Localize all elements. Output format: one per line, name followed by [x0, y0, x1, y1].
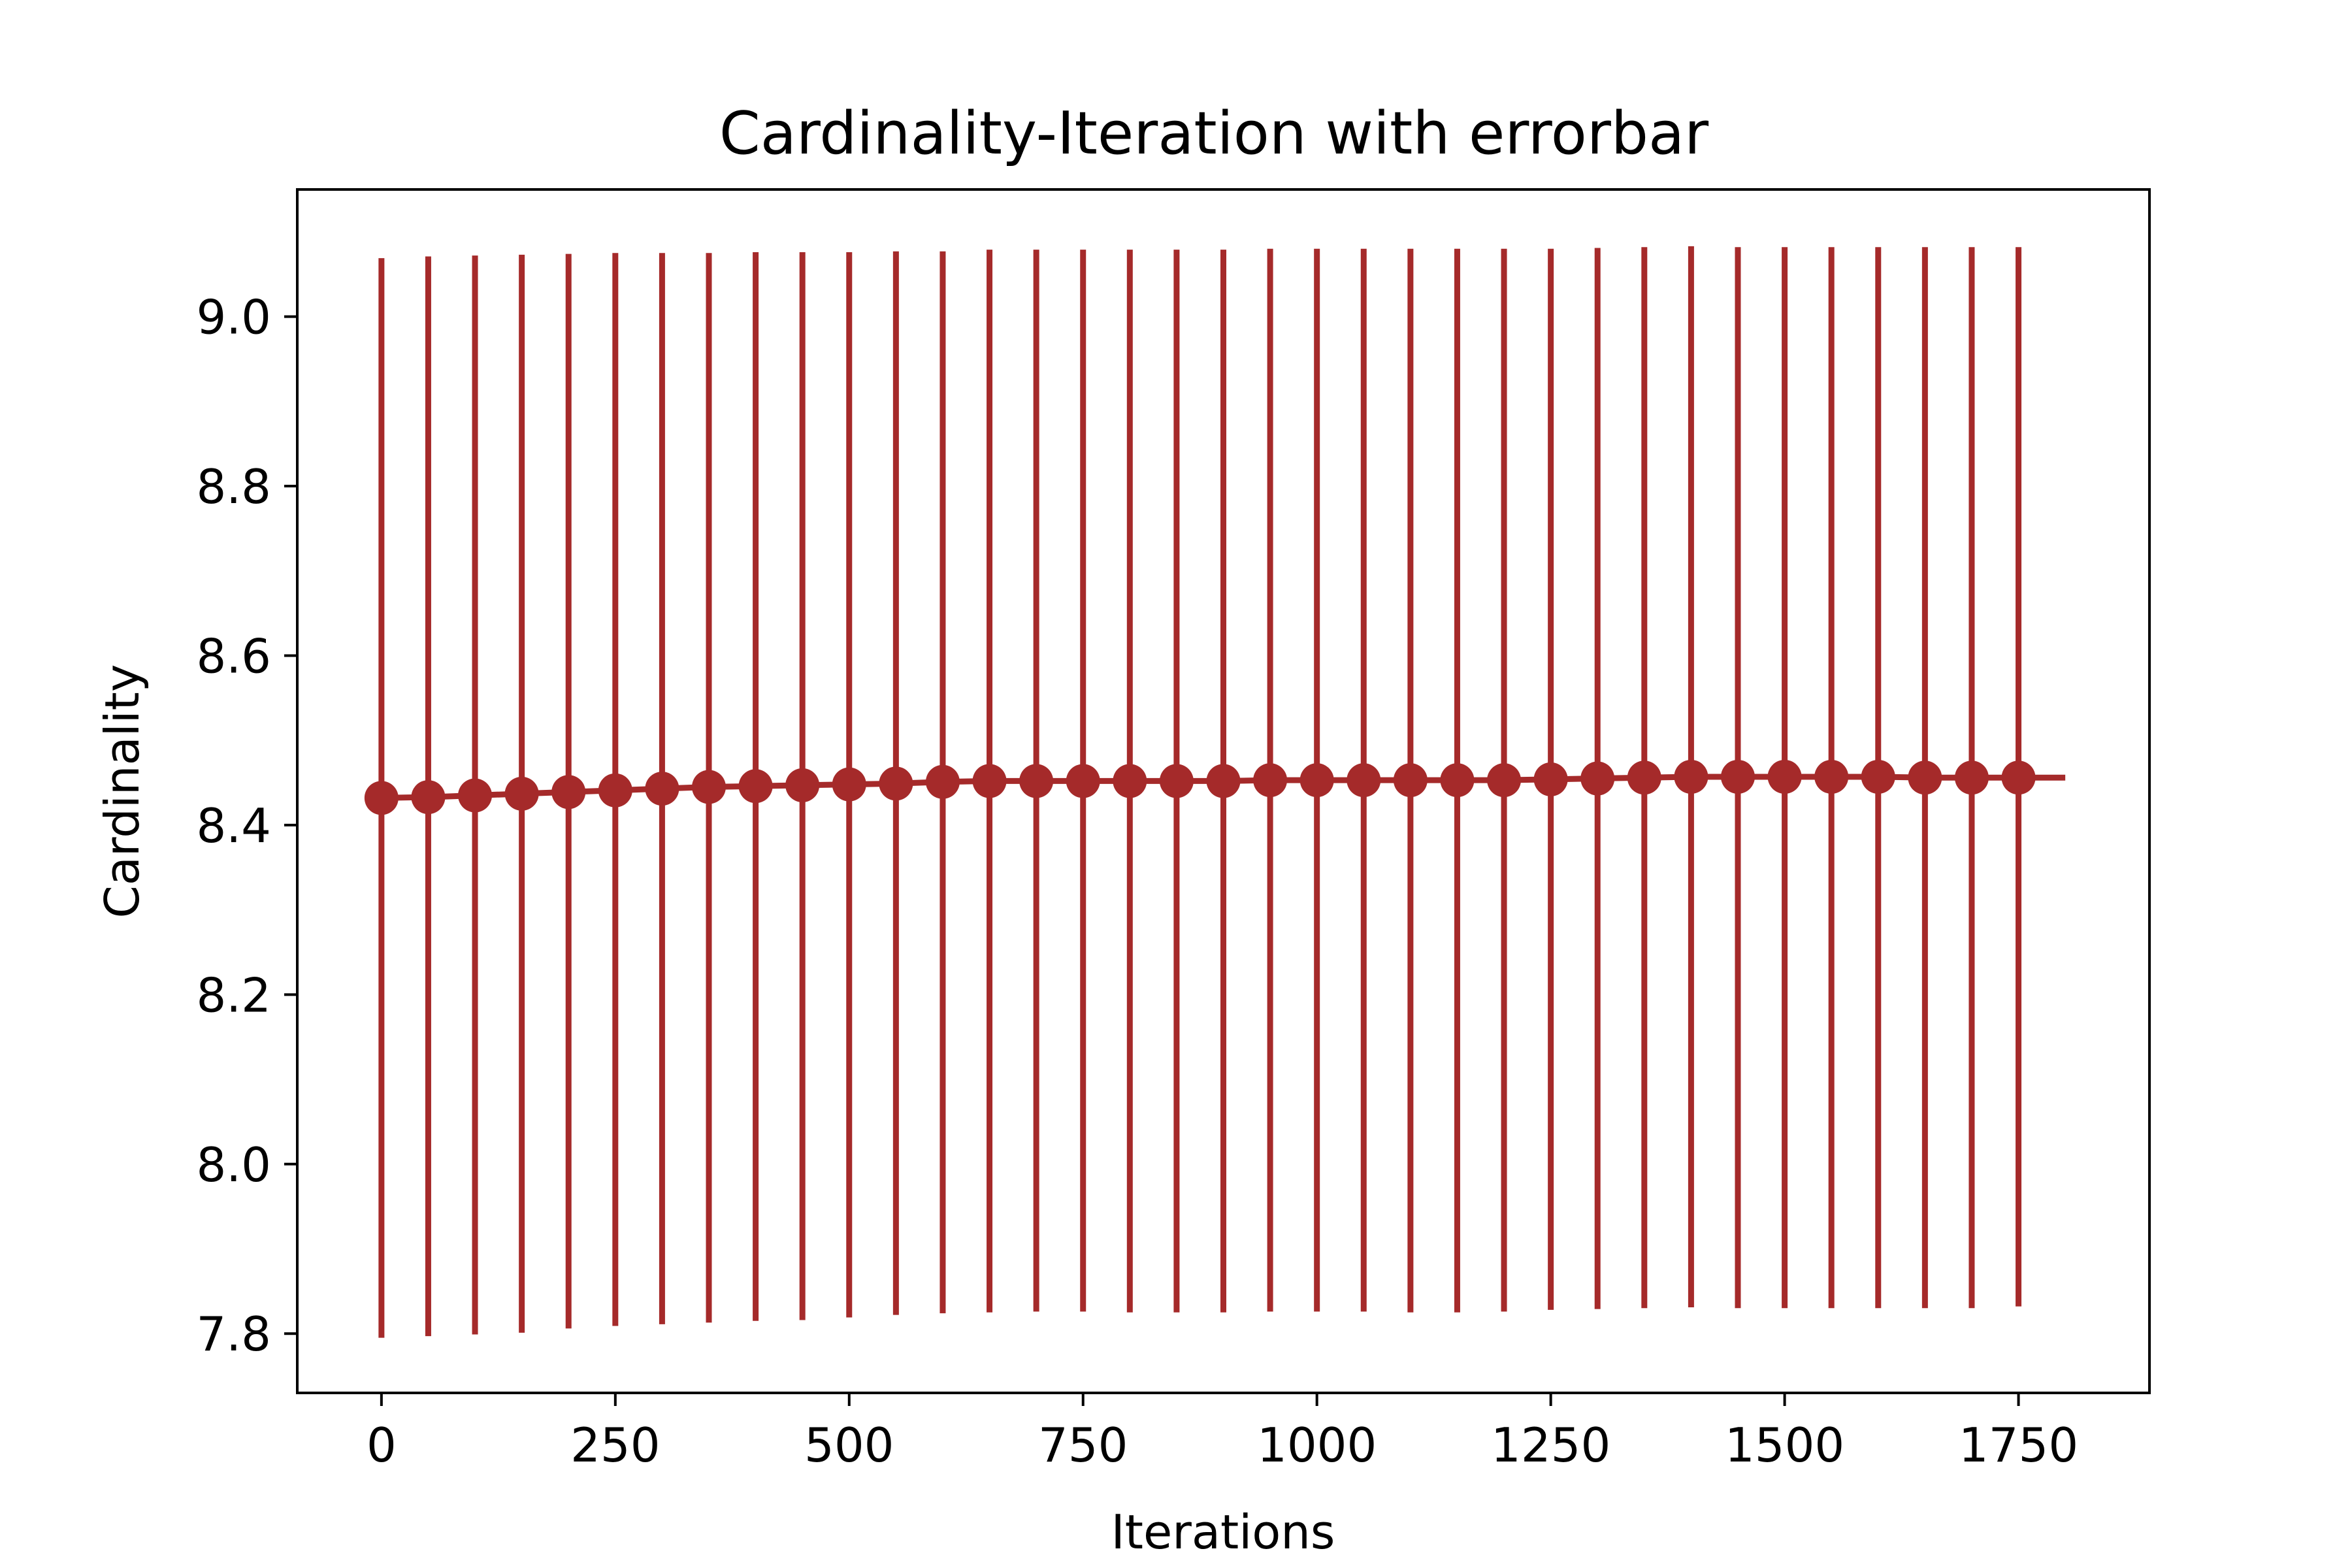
data-point — [364, 781, 399, 815]
data-point — [785, 768, 820, 802]
data-point — [1580, 761, 1615, 796]
x-tick-label: 1500 — [1725, 1418, 1844, 1473]
data-point — [1674, 759, 1708, 794]
x-axis-label: Iterations — [1111, 1505, 1335, 1560]
y-tick-label: 7.8 — [196, 1307, 271, 1362]
x-tick-label: 0 — [367, 1418, 397, 1473]
data-point — [1066, 764, 1100, 798]
data-point — [2001, 760, 2036, 795]
x-tick-label: 250 — [570, 1418, 660, 1473]
data-point — [1908, 760, 1942, 795]
data-point — [1113, 764, 1147, 798]
data-point — [1814, 759, 1849, 794]
y-tick-label: 8.8 — [196, 459, 271, 514]
chart-title: Cardinality-Iteration with errorbar — [719, 99, 1708, 168]
data-point — [692, 770, 726, 804]
x-tick-label: 1750 — [1959, 1418, 2078, 1473]
data-point — [458, 778, 493, 813]
data-point — [1019, 764, 1054, 798]
data-point — [1954, 760, 1989, 795]
data-point — [551, 775, 586, 809]
x-tick-label: 1000 — [1257, 1418, 1377, 1473]
data-point — [1206, 764, 1241, 798]
data-point — [879, 766, 913, 801]
y-tick-label: 8.6 — [196, 629, 271, 683]
data-point — [1253, 763, 1288, 798]
y-tick-label: 8.0 — [196, 1137, 271, 1192]
data-point — [645, 772, 679, 806]
data-point — [1487, 763, 1522, 798]
data-point — [598, 773, 632, 808]
x-tick-label: 1250 — [1491, 1418, 1610, 1473]
y-tick-label: 8.2 — [196, 968, 271, 1022]
data-point — [1533, 762, 1568, 796]
data-point — [1861, 759, 1895, 794]
y-axis-label: Cardinality — [95, 664, 150, 918]
data-point — [1159, 764, 1194, 798]
data-point — [1627, 760, 1661, 795]
data-point — [738, 769, 773, 804]
data-point — [1299, 763, 1334, 798]
y-tick-label: 9.0 — [196, 290, 271, 345]
data-point — [504, 776, 539, 811]
y-axis: 7.8 8.0 8.2 8.4 8.6 8.8 9.0 — [196, 290, 297, 1362]
data-point — [832, 767, 866, 802]
plot-frame — [296, 188, 2151, 1394]
data-point — [1721, 759, 1755, 794]
x-tick-label: 750 — [1038, 1418, 1128, 1473]
x-tick-label: 500 — [804, 1418, 894, 1473]
x-axis: 0 250 500 750 1000 1250 1500 1750 — [367, 1393, 2078, 1473]
data-point — [925, 764, 960, 799]
data-point — [411, 780, 446, 815]
data-point — [1440, 763, 1475, 798]
y-tick-label: 8.4 — [196, 798, 271, 853]
data-point — [1393, 763, 1428, 798]
data-point — [972, 764, 1007, 798]
data-point — [1767, 759, 1802, 794]
plot-area — [364, 246, 2066, 1338]
data-point — [1347, 763, 1381, 798]
